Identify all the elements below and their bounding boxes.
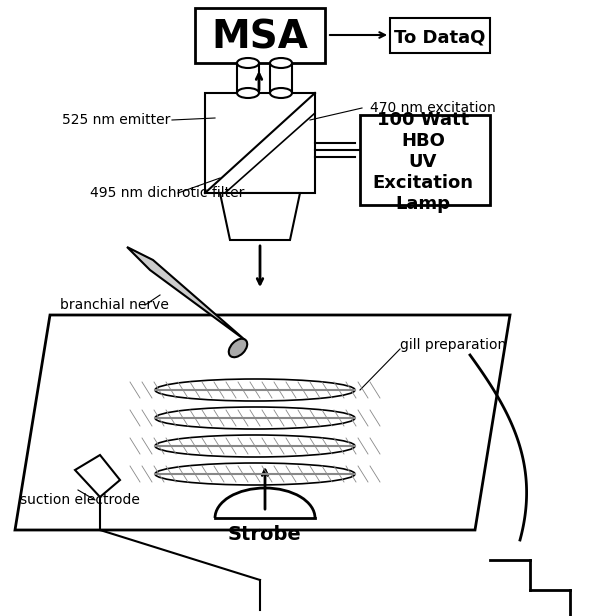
Text: 100 Watt
HBO
UV
Excitation
Lamp: 100 Watt HBO UV Excitation Lamp bbox=[373, 111, 474, 213]
Text: 495 nm dichrotic filter: 495 nm dichrotic filter bbox=[90, 186, 244, 200]
Bar bbox=[390, 18, 490, 53]
Text: Strobe: Strobe bbox=[228, 525, 302, 545]
Text: MSA: MSA bbox=[211, 18, 308, 56]
Text: 525 nm emitter: 525 nm emitter bbox=[61, 113, 170, 127]
Text: gill preparation: gill preparation bbox=[400, 338, 506, 352]
Polygon shape bbox=[220, 193, 300, 240]
Bar bbox=[205, 93, 315, 193]
Text: To DataQ: To DataQ bbox=[394, 28, 486, 46]
Ellipse shape bbox=[237, 88, 259, 98]
Ellipse shape bbox=[270, 88, 292, 98]
Bar bbox=[360, 115, 490, 205]
Bar bbox=[195, 8, 325, 63]
Text: branchial nerve: branchial nerve bbox=[60, 298, 169, 312]
Ellipse shape bbox=[237, 58, 259, 68]
Ellipse shape bbox=[229, 339, 247, 357]
Ellipse shape bbox=[155, 379, 355, 401]
Ellipse shape bbox=[270, 58, 292, 68]
Bar bbox=[237, 63, 259, 93]
Text: 470 nm excitation: 470 nm excitation bbox=[370, 101, 496, 115]
Polygon shape bbox=[127, 247, 245, 340]
Ellipse shape bbox=[155, 463, 355, 485]
Ellipse shape bbox=[155, 435, 355, 457]
Ellipse shape bbox=[155, 407, 355, 429]
Text: suction electrode: suction electrode bbox=[20, 493, 140, 507]
Polygon shape bbox=[15, 315, 510, 530]
Polygon shape bbox=[75, 455, 120, 497]
Bar bbox=[270, 63, 292, 93]
